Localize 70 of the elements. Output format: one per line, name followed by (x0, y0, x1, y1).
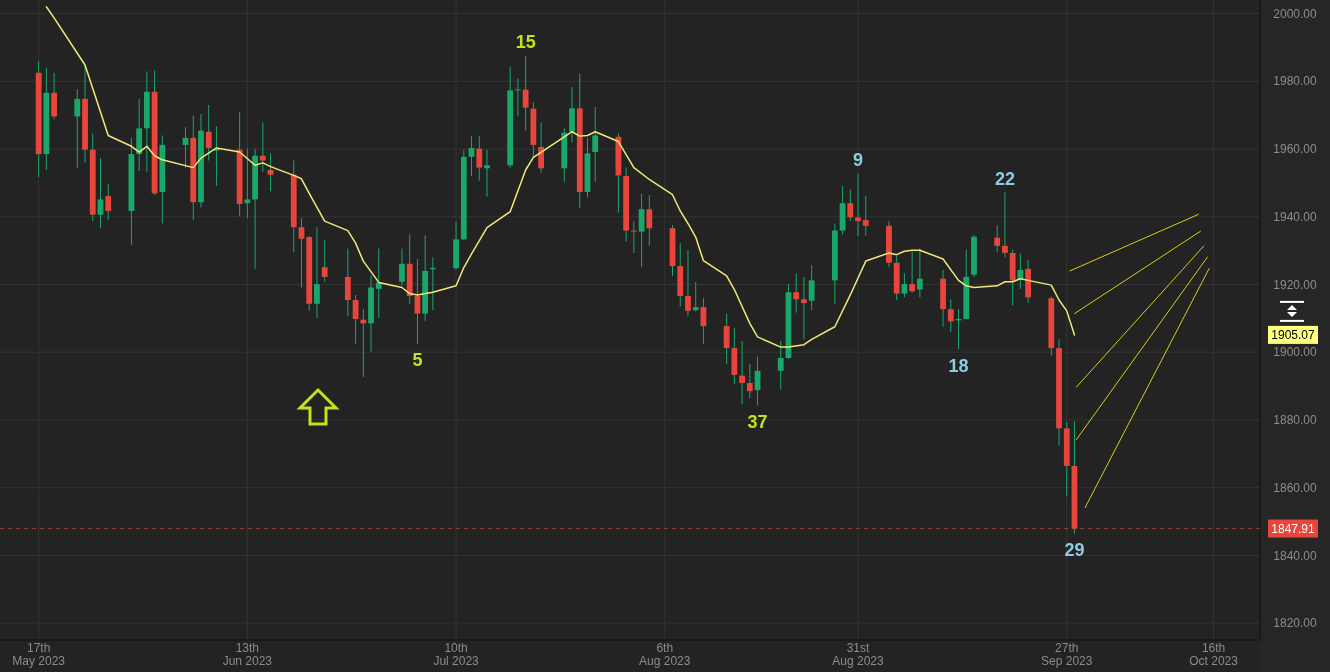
candlestick (592, 106, 599, 183)
x-tick-label: 10th Jul 2023 (433, 641, 480, 668)
annotation: 29 (1064, 539, 1085, 560)
candlestick (314, 226, 320, 319)
candlestick (259, 122, 266, 173)
candlestick (855, 173, 861, 237)
candlestick (916, 248, 923, 298)
candlestick (476, 135, 483, 182)
x-tick-label: 27th Sep 2023 (1041, 641, 1093, 668)
candlestick (777, 340, 784, 390)
x-tick-label: 17th May 2023 (12, 641, 66, 668)
annotation: 15 (515, 32, 536, 53)
y-tick-label: 1900.00 (1273, 345, 1318, 360)
candlestick (646, 194, 653, 247)
y-tick-label: 1880.00 (1273, 413, 1318, 428)
candlestick (994, 224, 1001, 253)
candlestick (74, 88, 81, 169)
candlestick (909, 251, 916, 294)
y-tick-label: 1940.00 (1273, 209, 1318, 224)
candlestick (97, 157, 104, 229)
candlestick (692, 281, 699, 313)
x-tick-label: 13th Jun 2023 (222, 641, 273, 668)
candlestick (630, 220, 637, 254)
candlestick (522, 55, 529, 132)
candlestick (847, 189, 854, 222)
y-tick-label: 2000.00 (1273, 6, 1318, 21)
candlestick (862, 195, 869, 237)
candlestick (205, 104, 212, 162)
candlestick (801, 276, 807, 340)
candlestick (267, 152, 274, 192)
line-series (45, 6, 1076, 348)
ref-line-label: 1847.91 (1271, 521, 1316, 536)
x-tick-label: 6th Aug 2023 (639, 641, 691, 668)
candlestick (793, 272, 800, 314)
candlestick (723, 313, 730, 365)
candlestick (321, 239, 328, 283)
annotation: 5 (412, 350, 423, 370)
candlestick (538, 122, 544, 174)
y-tick-label: 1960.00 (1273, 142, 1318, 157)
candlestick (375, 248, 382, 319)
candlestick (484, 149, 490, 198)
annotation: 22 (994, 168, 1015, 189)
text: 1905.07 (1271, 328, 1316, 343)
candlestick (298, 217, 305, 288)
y-tick-label: 1860.00 (1273, 480, 1318, 495)
annotation: 18 (948, 355, 969, 376)
candlestick (947, 298, 954, 333)
y-tick-label: 1920.00 (1273, 277, 1318, 292)
y-tick-label: 1980.00 (1273, 74, 1318, 89)
candlestick (244, 148, 251, 219)
candlestick (399, 248, 405, 287)
candlestick (808, 264, 815, 311)
candlestick (569, 86, 575, 144)
candlestick (213, 125, 220, 187)
candlestick (685, 249, 691, 317)
annotation: 37 (747, 411, 768, 432)
candlestick (1002, 191, 1008, 258)
candlestick (51, 72, 58, 120)
candlestick (515, 78, 521, 117)
y-tick-label: 1840.00 (1273, 548, 1318, 563)
candlestick (746, 363, 753, 399)
x-tick-label: 31st Aug 2023 (832, 641, 885, 668)
candlestick (901, 272, 908, 298)
y-tick-label: 1820.00 (1273, 616, 1318, 631)
candlestick (1017, 253, 1024, 290)
candlestick (739, 340, 745, 405)
candlestick (344, 248, 351, 317)
x-tick-label: 16th Oct 2023 (1189, 641, 1239, 668)
candlestick (105, 183, 112, 221)
annotation: 9 (853, 150, 864, 171)
